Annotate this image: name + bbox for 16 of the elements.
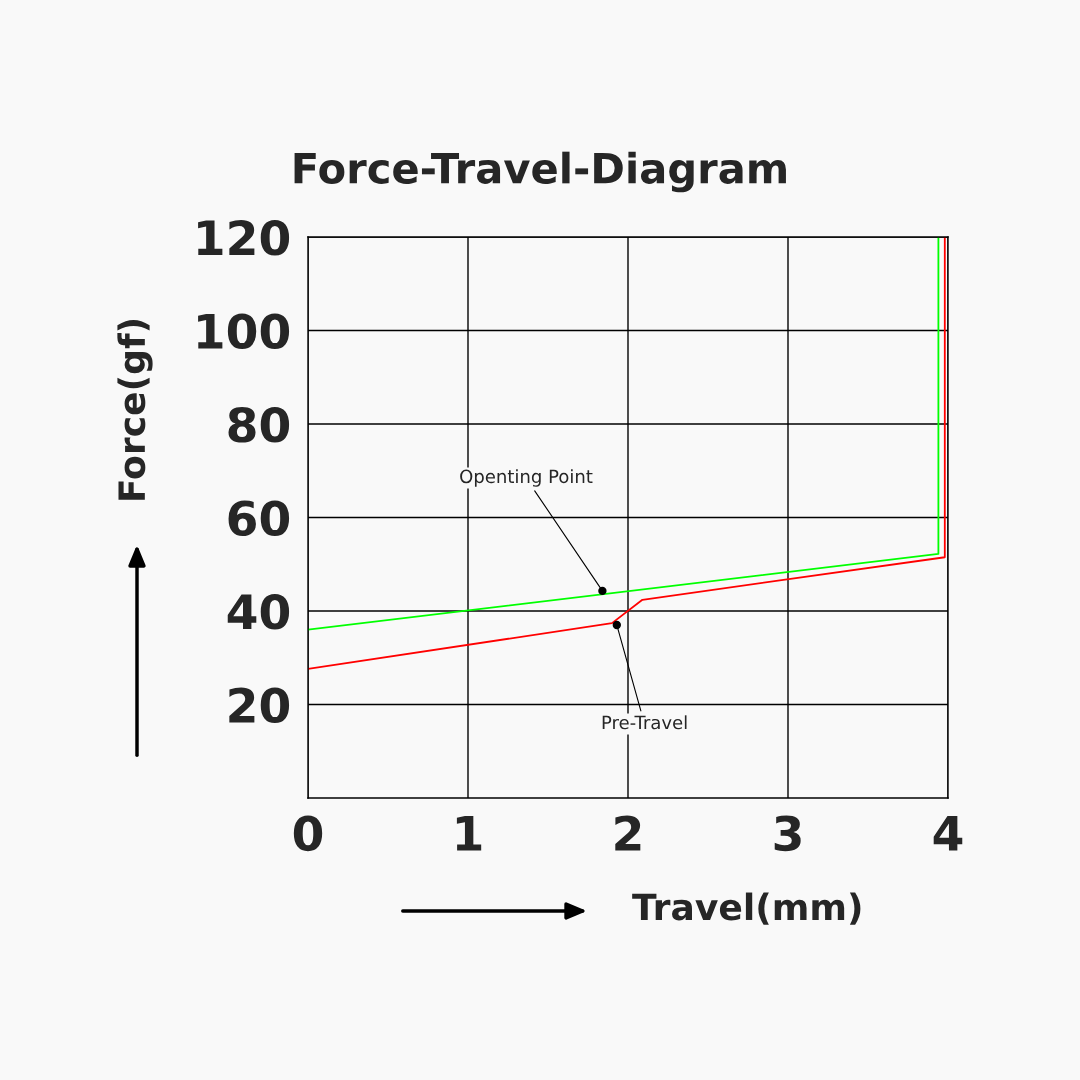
- chart-title: Force-Travel-Diagram: [294, 151, 786, 193]
- x-tick-label: 2: [615, 815, 641, 851]
- y-tick-label: 80: [228, 406, 290, 443]
- y-tick-label: 40: [227, 593, 290, 630]
- annotation: Openting Point: [460, 469, 593, 487]
- y-tick-label: 20: [229, 687, 290, 724]
- x-axis-title: Travel(mm): [632, 892, 861, 925]
- annotation: Pre-Travel: [602, 715, 687, 730]
- y-axis-title: Force(gf): [117, 319, 153, 500]
- x-tick-label: 1: [456, 816, 482, 851]
- x-tick-label: 3: [774, 815, 801, 852]
- y-tick-label: 100: [198, 313, 290, 350]
- x-tick-label: 0: [293, 815, 323, 852]
- y-tick-label: 60: [228, 500, 290, 537]
- y-tick-label: 120: [198, 219, 290, 256]
- x-tick-label: 4: [933, 816, 963, 851]
